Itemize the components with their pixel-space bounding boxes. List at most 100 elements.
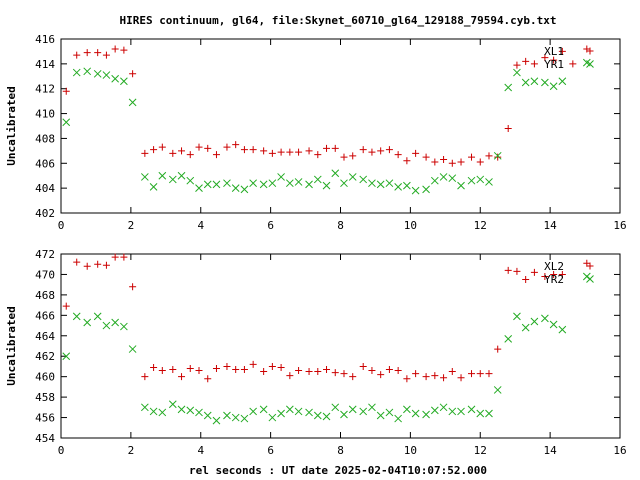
y-tick-label: 414	[35, 58, 55, 71]
data-point-xl1	[178, 147, 186, 155]
legend-label: XL1	[544, 45, 564, 58]
data-point-yr2	[212, 416, 221, 425]
data-point-yr2	[385, 408, 394, 417]
data-point-yr1	[422, 185, 430, 194]
y-tick-label: 410	[35, 108, 55, 121]
data-point-xl1	[504, 124, 512, 132]
data-point-xl1	[403, 157, 411, 165]
x-tick-label: 10	[404, 444, 417, 457]
data-point-xl1	[476, 158, 484, 166]
data-point-yr2	[285, 405, 294, 414]
data-point-xl1	[377, 147, 385, 155]
data-point-yr1	[476, 175, 485, 184]
data-point-yr1	[493, 151, 502, 160]
data-point-xl2	[223, 362, 231, 370]
data-point-xl2	[286, 372, 294, 380]
data-point-xl1	[494, 153, 502, 161]
data-point-xl2	[448, 368, 456, 376]
data-point-yr1	[240, 185, 249, 194]
data-point-yr1	[521, 78, 530, 87]
data-point-yr2	[504, 334, 513, 343]
data-point-xl2	[204, 375, 212, 383]
data-point-yr1	[285, 179, 294, 188]
data-point-yr2	[322, 412, 331, 421]
x-tick-label: 16	[613, 219, 626, 232]
data-point-yr2	[403, 405, 411, 414]
y-tick-label: 404	[35, 182, 55, 195]
y-tick-label: 416	[35, 33, 55, 46]
data-point-xl1	[223, 143, 231, 151]
data-point-yr2	[168, 400, 177, 409]
data-point-yr2	[422, 410, 430, 419]
data-point-xl2	[513, 267, 521, 275]
data-point-xl1	[422, 153, 430, 161]
x-tick-label: 14	[544, 444, 558, 457]
data-point-yr2	[558, 325, 567, 334]
x-tick-label: 12	[474, 444, 487, 457]
data-point-xl1	[340, 153, 348, 161]
data-point-yr2	[83, 318, 92, 327]
data-point-yr1	[120, 77, 128, 86]
y-tick-label: 454	[35, 432, 55, 445]
data-point-xl1	[569, 60, 577, 68]
legend-marker	[586, 275, 594, 283]
data-point-yr2	[268, 413, 277, 422]
data-point-yr1	[203, 180, 212, 189]
data-point-xl1	[111, 45, 119, 53]
data-point-yr1	[549, 82, 558, 91]
x-tick-label: 12	[474, 219, 487, 232]
data-point-xl2	[169, 366, 177, 374]
data-point-yr1	[313, 175, 322, 184]
y-axis-title: Uncalibrated	[5, 86, 18, 165]
data-point-xl1	[204, 144, 212, 152]
data-point-yr2	[439, 403, 448, 412]
x-tick-label: 16	[613, 444, 626, 457]
data-point-xl1	[268, 149, 276, 157]
data-point-yr1	[394, 183, 403, 191]
data-point-yr1	[277, 173, 285, 181]
data-point-yr1	[83, 67, 92, 76]
data-point-xl2	[340, 370, 348, 378]
data-point-yr2	[140, 403, 149, 412]
data-point-yr1	[448, 174, 457, 183]
y-tick-label: 464	[35, 330, 55, 343]
y-tick-label: 468	[35, 289, 55, 302]
data-point-yr1	[348, 173, 357, 181]
data-point-xl1	[331, 144, 339, 152]
data-point-yr1	[62, 118, 71, 127]
data-point-yr2	[359, 407, 368, 416]
data-point-xl1	[359, 146, 367, 154]
data-point-yr1	[485, 178, 493, 186]
data-point-yr2	[158, 408, 167, 417]
data-point-xl1	[260, 147, 268, 155]
data-point-xl2	[260, 368, 268, 376]
data-point-yr1	[457, 181, 465, 190]
data-point-xl1	[323, 144, 331, 152]
data-point-xl2	[186, 364, 194, 372]
data-point-xl1	[550, 56, 558, 64]
data-point-yr2	[331, 403, 340, 412]
data-point-yr2	[277, 409, 285, 418]
upper-panel: 0 2 4 6 8 10 12 14 16 402 404 406 408 410 412 414 416 Unc…	[5, 33, 627, 232]
data-point-yr1	[268, 179, 277, 188]
data-point-yr2	[223, 411, 231, 420]
data-point-yr1	[223, 179, 231, 188]
data-point-xl2	[359, 362, 367, 370]
data-point-yr1	[186, 176, 195, 185]
data-point-xl2	[385, 366, 393, 374]
legend-marker	[586, 47, 594, 55]
data-point-yr2	[195, 408, 203, 417]
x-tick-label: 4	[197, 219, 204, 232]
data-point-xl1	[249, 146, 257, 154]
data-point-yr2	[448, 407, 457, 416]
data-point-xl1	[314, 151, 322, 159]
data-point-xl2	[440, 374, 448, 382]
data-point-yr1	[541, 78, 549, 87]
data-point-xl1	[305, 147, 313, 155]
data-point-yr2	[305, 408, 313, 417]
data-point-xl2	[522, 276, 530, 284]
data-point-yr2	[530, 317, 539, 326]
data-point-xl2	[331, 369, 339, 377]
data-point-xl2	[349, 373, 357, 381]
data-point-xl1	[186, 151, 194, 159]
